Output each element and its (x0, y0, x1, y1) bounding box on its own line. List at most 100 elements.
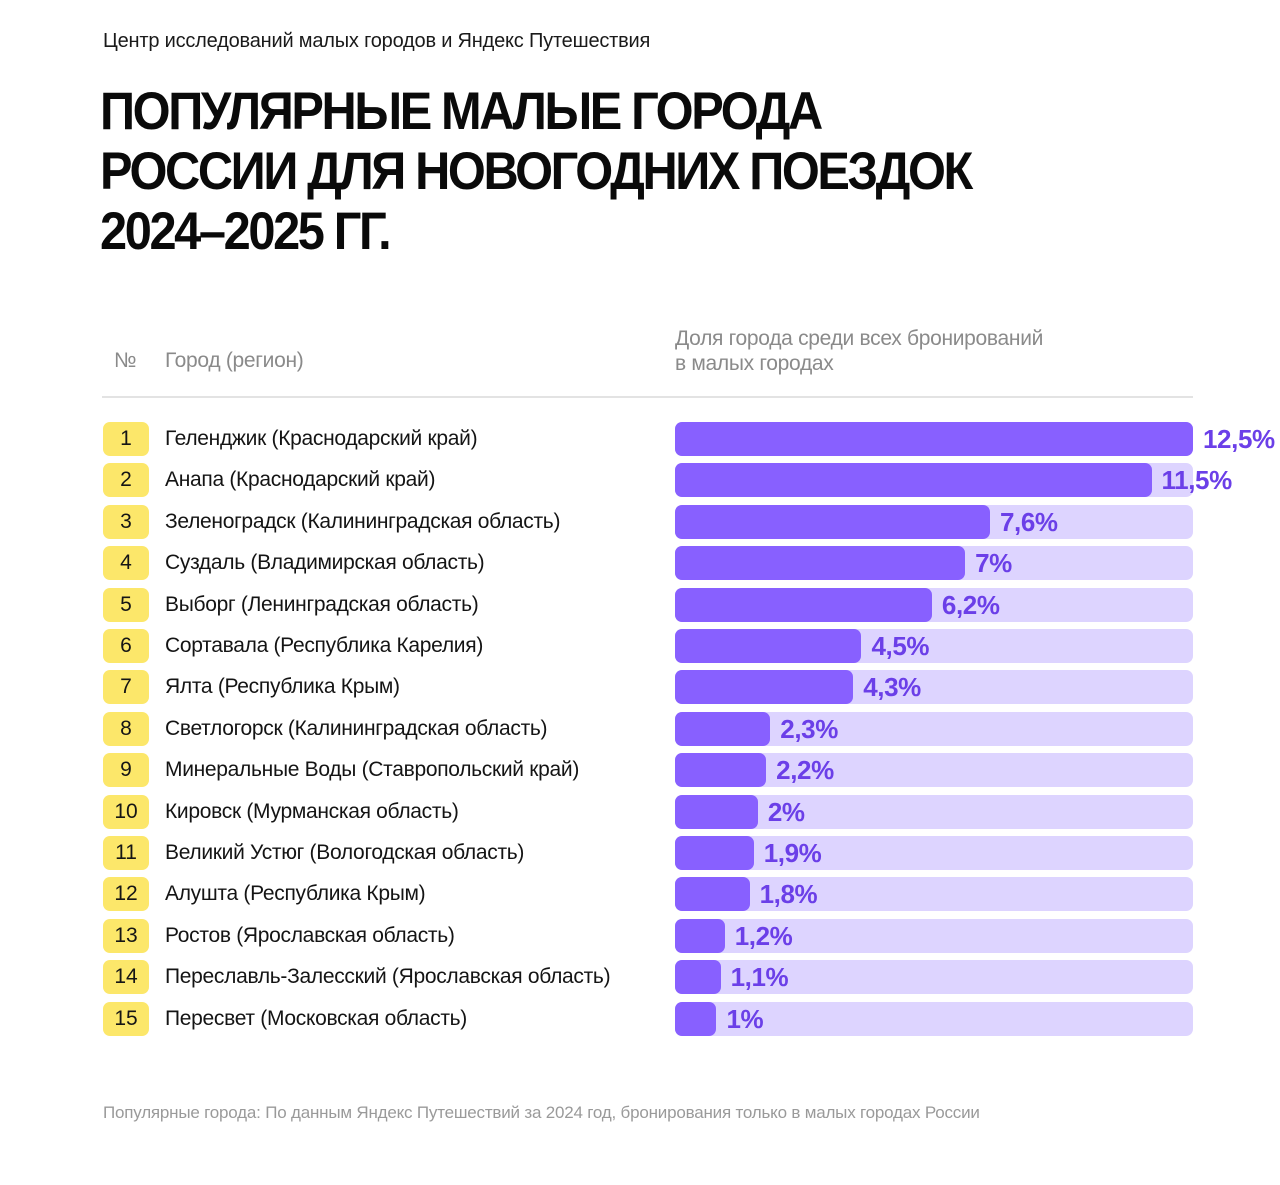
city-label: Ялта (Республика Крым) (165, 675, 400, 699)
bar-track (675, 629, 1193, 663)
bar (675, 1001, 717, 1036)
city-label: Светлогорск (Калининградская область) (165, 716, 548, 740)
value-label: 1,9% (763, 838, 822, 868)
bar (675, 629, 862, 663)
bar (675, 794, 758, 829)
value-label: 1,1% (730, 962, 789, 993)
city-label: Геленджик (Краснодарский край) (165, 427, 478, 450)
value-label: 12,5% (1203, 424, 1275, 454)
title-line-1: ПОПУЛЯРНЫЕ МАЛЫЕ ГОРОДА (100, 82, 823, 141)
rank-badge: 5 (103, 587, 149, 622)
column-header-number: № (114, 349, 137, 372)
value-label: 2% (767, 796, 805, 827)
bar (675, 960, 721, 995)
rank-badge: 7 (103, 670, 149, 705)
bar (675, 836, 754, 870)
rank-badge: 1 (103, 422, 149, 456)
rank-badge: 4 (103, 546, 149, 581)
table-row: 9 Минеральные Воды (Ставропольский край) 2… (0, 753, 1280, 788)
title-line-3: 2024–2025 ГГ. (100, 202, 392, 261)
rank-badge: 3 (103, 504, 149, 539)
table-row: 4 Суздаль (Владимирская область) 7% (0, 546, 1280, 581)
rank-badge: 2 (103, 463, 149, 498)
source-line: Центр исследований малых городов и Яндек… (103, 30, 651, 52)
title-line-2: РОССИИ ДЛЯ НОВОГОДНИХ ПОЕЗДОК (100, 142, 973, 201)
footnote: Популярные города: По данным Яндекс Путе… (103, 1103, 980, 1122)
bar (675, 587, 932, 622)
city-label: Сортавала (Республика Карелия) (165, 634, 484, 657)
bar-track (675, 670, 1193, 705)
bar (675, 504, 990, 539)
column-header-share-line-2: в малых городах (675, 352, 834, 375)
bar-track (675, 918, 1193, 953)
rank-badge: 11 (103, 836, 149, 870)
rank-badge: 15 (103, 1001, 149, 1036)
bar (675, 753, 767, 788)
page-title: ПОПУЛЯРНЫЕ МАЛЫЕ ГОРОДА РОССИИ ДЛЯ НОВОГ… (100, 82, 1020, 262)
value-label: 2,2% (776, 755, 834, 786)
bar-track (675, 836, 1193, 870)
rank-badge: 8 (103, 711, 149, 746)
table-row: 6 Сортавала (Республика Карелия) 4,5% (0, 629, 1280, 663)
bar (675, 670, 854, 705)
bar-track (675, 1001, 1193, 1036)
table-row: 3 Зеленоградск (Калининградская область) 7… (0, 504, 1280, 539)
table-row: 11 Великий Устюг (Вологодская область) 1,9… (0, 836, 1280, 870)
bar-track (675, 587, 1193, 622)
city-label: Суздаль (Владимирская область) (165, 551, 485, 575)
bar-track (675, 504, 1193, 539)
bar-track (675, 794, 1193, 829)
table-row: 7 Ялта (Республика Крым) 4,3% (0, 670, 1280, 705)
header-divider (102, 396, 1193, 398)
bar-track (675, 753, 1193, 788)
city-label: Переславль-Залесский (Ярославская област… (165, 965, 611, 989)
bar (675, 546, 966, 581)
table-row: 12 Алушта (Республика Крым) 1,8% (0, 877, 1280, 912)
bar-track (675, 960, 1193, 995)
city-label: Пересвет (Московская область) (165, 1006, 467, 1030)
city-label: Алушта (Республика Крым) (165, 882, 426, 906)
rank-badge: 14 (103, 960, 149, 995)
city-label: Минеральные Воды (Ставропольский край) (165, 758, 580, 782)
city-label: Анапа (Краснодарский край) (165, 468, 436, 492)
bar-track (675, 711, 1193, 746)
column-header-city: Город (регион) (165, 349, 304, 372)
value-label: 1,2% (734, 920, 793, 951)
table-row: 5 Выборг (Ленинградская область) 6,2% (0, 587, 1280, 622)
bar (675, 711, 771, 746)
value-label: 4,5% (871, 631, 930, 661)
bar (675, 463, 1152, 498)
city-label: Кировск (Мурманская область) (165, 799, 459, 823)
value-label: 4,3% (863, 672, 921, 703)
table-row: 8 Светлогорск (Калининградская область) 2,… (0, 711, 1280, 746)
bar-track (675, 546, 1193, 581)
table-row: 15 Пересвет (Московская область) 1% (0, 1001, 1280, 1036)
table-row: 2 Анапа (Краснодарский край) 11,5% (0, 463, 1280, 498)
column-header-share-line-1: Доля города среди всех бронирований (675, 327, 1044, 350)
value-label: 1,8% (759, 879, 818, 910)
table-row: 14 Переславль-Залесский (Ярославская обла… (0, 960, 1280, 995)
city-label: Великий Устюг (Вологодская область) (165, 841, 525, 864)
bar (675, 918, 725, 953)
bar-track (675, 877, 1193, 912)
city-label: Зеленоградск (Калининградская область) (165, 509, 561, 533)
value-label: 2,3% (780, 713, 838, 744)
rank-badge: 12 (103, 877, 149, 912)
city-label: Выборг (Ленинградская область) (165, 592, 479, 616)
column-header-share: Доля города среди всех бронирований в ма… (675, 326, 1043, 376)
city-label: Ростов (Ярославская область) (165, 923, 455, 947)
bar-track (675, 463, 1193, 498)
value-label: 7,6% (999, 506, 1058, 537)
bar-track (675, 422, 1193, 456)
rank-badge: 6 (103, 629, 149, 663)
bar (675, 877, 750, 912)
rank-badge: 10 (103, 794, 149, 829)
bar (675, 422, 1193, 456)
value-label: 6,2% (941, 589, 1000, 620)
rank-badge: 9 (103, 753, 149, 788)
table-row: 1 Геленджик (Краснодарский край) 12,5% (0, 422, 1280, 456)
table-row: 13 Ростов (Ярославская область) 1,2% (0, 918, 1280, 953)
value-label: 11,5% (1161, 465, 1233, 496)
rank-badge: 13 (103, 918, 149, 953)
